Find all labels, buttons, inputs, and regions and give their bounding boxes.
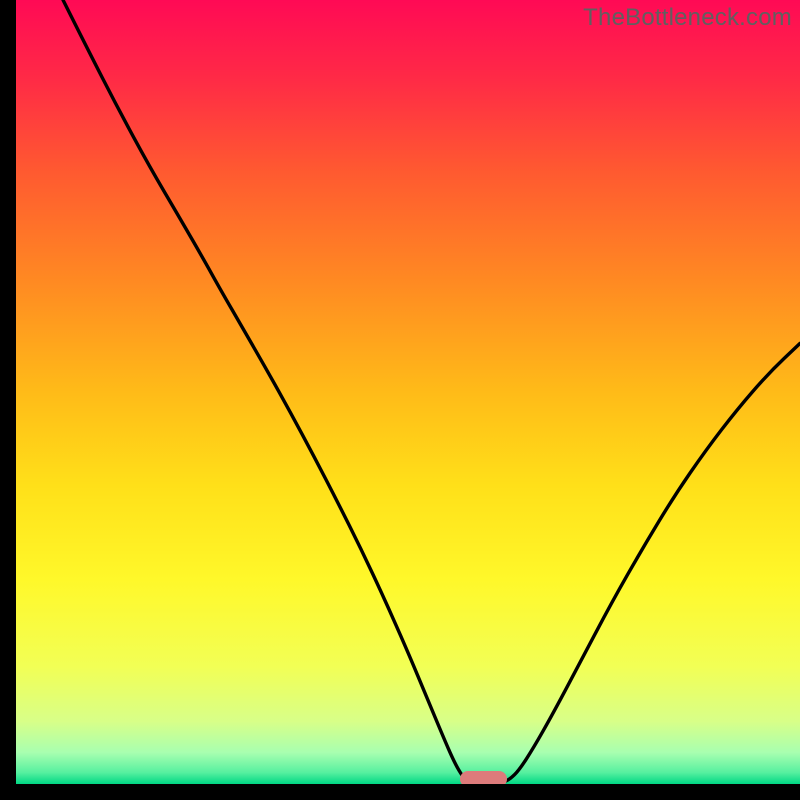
watermark-text: TheBottleneck.com — [583, 4, 792, 32]
chart-frame: TheBottleneck.com — [0, 0, 800, 800]
optimum-marker — [460, 771, 507, 784]
bottleneck-curve — [16, 0, 800, 784]
plot-area: TheBottleneck.com — [16, 0, 800, 784]
